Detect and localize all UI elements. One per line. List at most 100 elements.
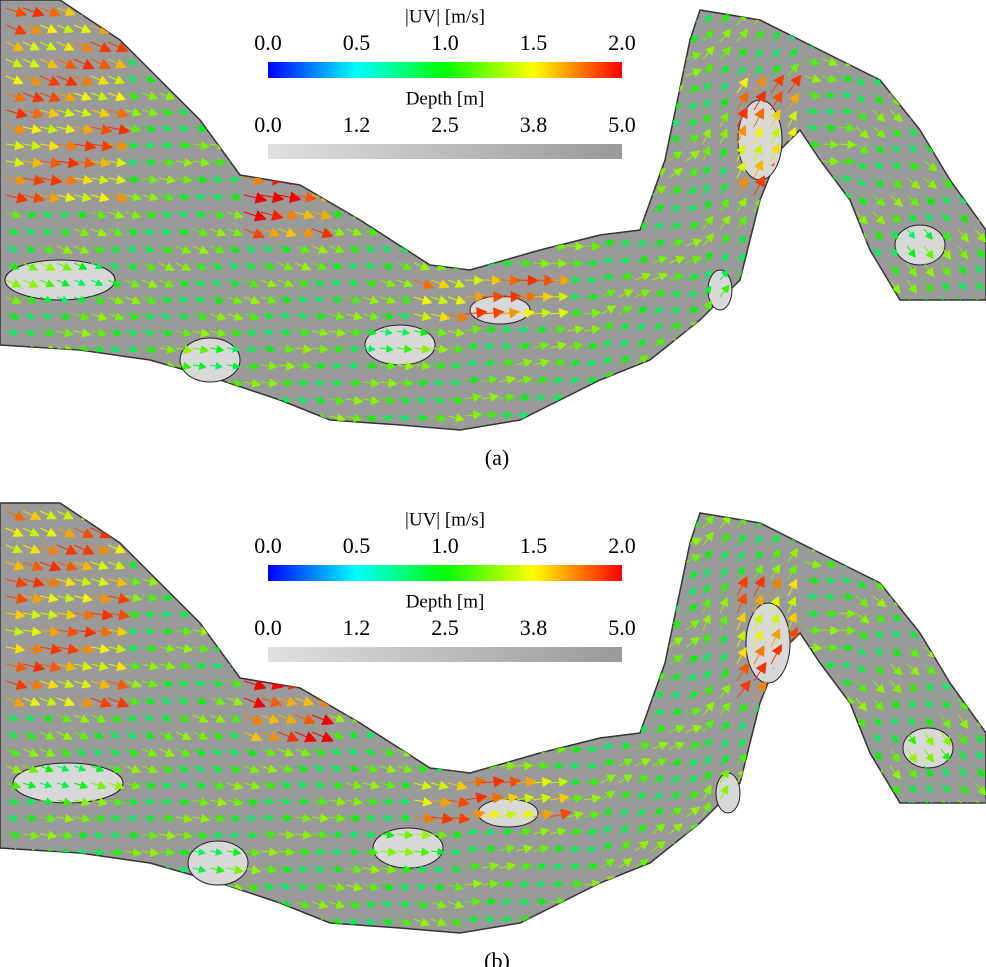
velocity-arrow xyxy=(210,42,225,49)
velocity-arrow xyxy=(499,746,513,753)
velocity-arrow xyxy=(822,831,836,838)
velocity-arrow xyxy=(74,397,89,404)
velocity-arrow xyxy=(380,594,396,601)
velocity-arrow xyxy=(771,251,781,263)
velocity-arrow xyxy=(618,372,631,382)
velocity-arrow xyxy=(261,415,273,421)
velocity-arrow xyxy=(822,279,834,285)
velocity-arrow xyxy=(176,42,188,48)
velocity-arrow xyxy=(975,579,984,588)
velocity-arrow xyxy=(703,840,708,851)
velocity-arrow xyxy=(856,263,863,273)
velocity-arrow xyxy=(805,414,820,421)
panel: |UV| [m/s]0.00.51.01.52.0Depth [m]0.01.2… xyxy=(0,0,986,470)
velocity-arrow xyxy=(584,508,599,515)
velocity-arrow xyxy=(74,919,87,925)
velocity-arrow xyxy=(975,25,984,37)
velocity-arrow xyxy=(771,387,777,399)
velocity-arrow xyxy=(533,558,549,566)
velocity-arrow xyxy=(771,13,781,25)
velocity-arrow xyxy=(805,6,819,13)
velocity-arrow xyxy=(703,371,709,382)
velocity-arrow xyxy=(975,698,986,711)
velocity-arrow xyxy=(703,501,712,511)
velocity-arrow xyxy=(737,319,744,331)
velocity-arrow xyxy=(312,175,334,185)
velocity-arrow xyxy=(465,559,478,565)
velocity-arrow xyxy=(754,738,763,749)
velocity-arrow xyxy=(125,528,137,534)
velocity-arrow xyxy=(941,76,951,89)
velocity-arrow xyxy=(975,8,983,17)
velocity-arrow xyxy=(193,545,208,552)
velocity-arrow xyxy=(873,8,883,19)
velocity-arrow xyxy=(669,37,681,43)
velocity-arrow xyxy=(805,798,819,805)
velocity-arrow xyxy=(788,772,795,783)
velocity-arrow xyxy=(380,697,394,704)
velocity-arrow xyxy=(941,579,950,588)
velocity-arrow xyxy=(975,902,985,913)
colorbar-tick-label: 0.5 xyxy=(343,30,371,55)
velocity-arrow xyxy=(788,736,799,749)
velocity-arrow xyxy=(584,394,599,401)
velocity-arrow xyxy=(499,173,512,179)
velocity-arrow xyxy=(295,7,310,14)
velocity-arrow xyxy=(601,390,615,399)
velocity-arrow xyxy=(788,251,799,263)
velocity-arrow xyxy=(822,262,836,269)
velocity-arrow xyxy=(550,106,563,112)
velocity-arrow xyxy=(584,106,597,112)
velocity-arrow xyxy=(669,539,683,546)
velocity-arrow xyxy=(975,885,986,897)
velocity-arrow xyxy=(839,527,855,534)
velocity-arrow xyxy=(754,753,764,766)
velocity-arrow xyxy=(567,525,582,532)
velocity-arrow xyxy=(244,594,260,602)
velocity-arrow xyxy=(414,732,429,739)
velocity-arrow xyxy=(924,76,934,89)
velocity-arrow xyxy=(890,868,902,878)
velocity-arrow xyxy=(720,839,726,851)
velocity-arrow xyxy=(737,910,745,919)
velocity-arrow xyxy=(159,415,172,421)
velocity-arrow xyxy=(312,24,323,30)
velocity-arrow xyxy=(584,525,601,533)
velocity-arrow xyxy=(516,208,531,215)
velocity-arrow xyxy=(601,521,616,528)
velocity-arrow xyxy=(108,528,127,537)
velocity-arrow xyxy=(125,919,137,925)
velocity-arrow xyxy=(669,912,684,919)
velocity-arrow xyxy=(363,594,379,602)
colorbar-tick-label: 0.0 xyxy=(254,615,282,640)
velocity-arrow xyxy=(907,562,918,574)
velocity-arrow xyxy=(193,561,207,568)
velocity-arrow xyxy=(465,677,479,683)
velocity-arrow xyxy=(669,19,681,25)
velocity-arrow xyxy=(567,677,579,683)
velocity-arrow xyxy=(737,838,743,851)
velocity-arrow xyxy=(210,628,226,635)
velocity-arrow xyxy=(958,178,968,186)
velocity-arrow xyxy=(805,510,817,516)
velocity-arrow xyxy=(584,694,600,701)
velocity-arrow xyxy=(227,511,242,518)
velocity-arrow xyxy=(329,193,341,199)
velocity-arrow xyxy=(975,851,985,859)
velocity-arrow xyxy=(465,542,480,549)
velocity-arrow xyxy=(142,363,158,371)
shallow-area xyxy=(188,841,248,885)
velocity-arrow xyxy=(907,545,915,556)
velocity-arrow xyxy=(91,919,103,925)
velocity-arrow xyxy=(788,754,797,766)
velocity-arrow xyxy=(465,729,479,736)
velocity-arrow xyxy=(210,611,226,618)
colorbar-tick-label: 1.5 xyxy=(520,533,548,558)
velocity-arrow xyxy=(958,144,971,154)
velocity-arrow xyxy=(788,142,797,161)
velocity-arrow xyxy=(567,173,581,180)
velocity-arrow xyxy=(975,42,985,55)
velocity-arrow xyxy=(312,679,331,687)
velocity-arrow xyxy=(924,596,934,604)
velocity-arrow xyxy=(482,122,498,130)
